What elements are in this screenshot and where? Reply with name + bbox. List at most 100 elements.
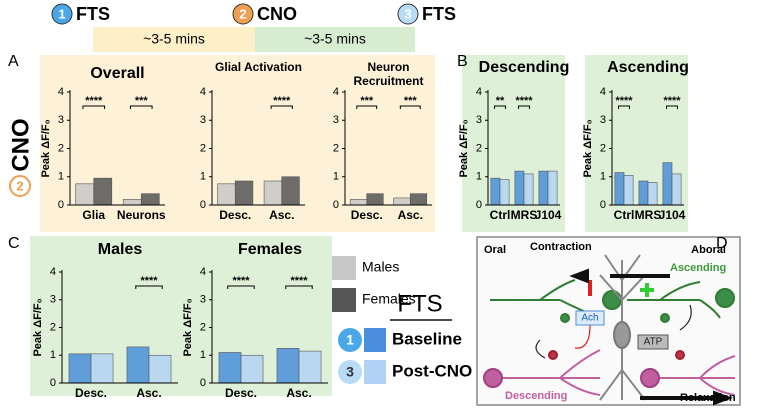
y-tick-label: 3 — [200, 294, 206, 306]
legend-number: 1 — [346, 332, 354, 348]
x-tick-label: MRS — [511, 208, 538, 222]
y-tick-label: 2 — [58, 142, 64, 154]
legend-label: Post-CNO — [392, 361, 472, 380]
legend-swatch — [364, 360, 386, 384]
bar — [75, 183, 95, 206]
legend-swatch — [332, 288, 356, 312]
significance-bracket — [399, 105, 421, 109]
significance-bracket — [270, 105, 293, 109]
significance-label: **** — [663, 95, 681, 107]
interval-box — [93, 27, 255, 52]
bar — [217, 183, 236, 206]
bar — [126, 346, 150, 384]
x-tick-label: Neurons — [117, 208, 166, 222]
y-tick-label: 3 — [50, 294, 56, 306]
y-tick-label: 2 — [200, 321, 206, 333]
significance-label: *** — [360, 95, 374, 107]
significance-label: **** — [615, 95, 633, 107]
bar — [647, 182, 658, 206]
bar — [393, 197, 411, 206]
chart-title: Descending — [478, 59, 570, 76]
chart-title: Ascending — [607, 59, 689, 76]
diagram-label: Descending — [505, 390, 567, 402]
y-tick-label: 0 — [200, 377, 206, 389]
step-label: FTS — [76, 4, 110, 24]
diagram-label: Ach — [581, 313, 598, 324]
y-tick-label: 0 — [50, 377, 56, 389]
y-tick-label: 4 — [200, 266, 206, 278]
x-tick-label: Asc. — [269, 208, 294, 222]
y-tick-label: 1 — [200, 349, 206, 361]
step-number: 1 — [58, 6, 65, 21]
diagram-label: Oral — [484, 244, 506, 256]
diagram-label: Contraction — [530, 241, 592, 253]
significance-label: **** — [85, 95, 103, 107]
y-tick-label: 0 — [476, 199, 482, 211]
bar — [614, 172, 625, 206]
significance-label: **** — [273, 95, 291, 107]
y-axis-label: Peak ΔF/F₀ — [40, 119, 52, 177]
chart-title: Glial Activation — [215, 60, 302, 74]
significance-bracket — [227, 285, 255, 289]
bar — [218, 352, 242, 384]
y-tick-label: 1 — [476, 171, 482, 183]
y-tick-label: 1 — [58, 171, 64, 183]
interval-box — [255, 27, 415, 52]
step-circle — [232, 3, 254, 25]
legend-swatch — [332, 256, 356, 280]
step-number: 2 — [239, 6, 246, 21]
significance-bracket — [129, 105, 153, 109]
legend-circle — [338, 360, 362, 384]
diagram-label: Aboral — [691, 244, 726, 256]
y-axis-label: Peak ΔF/F₀ — [32, 298, 44, 356]
x-tick-label: J104 — [659, 208, 686, 222]
chart-title: Overall — [90, 65, 145, 82]
y-tick-label: 0 — [200, 199, 206, 211]
bar — [240, 354, 264, 384]
y-tick-label: 3 — [58, 114, 64, 126]
legend-label: Females — [362, 291, 416, 307]
significance-label: *** — [404, 95, 418, 107]
bar — [140, 193, 160, 206]
bar — [234, 180, 254, 206]
interval-label: ~3-5 mins — [304, 31, 366, 47]
step-number: 3 — [404, 6, 411, 21]
step-label: FTS — [422, 4, 456, 24]
legend-circle — [338, 328, 362, 352]
x-tick-label: Desc. — [225, 386, 257, 400]
y-tick-label: 4 — [333, 86, 339, 98]
y-tick-label: 4 — [58, 86, 64, 98]
x-tick-label: Desc. — [75, 386, 107, 400]
significance-label: **** — [232, 275, 250, 287]
x-tick-label: Desc. — [219, 208, 251, 222]
y-tick-label: 0 — [600, 199, 606, 211]
y-tick-label: 2 — [50, 321, 56, 333]
y-tick-label: 2 — [200, 142, 206, 154]
panel-label: C — [8, 235, 20, 252]
bar — [409, 193, 428, 206]
x-tick-label: Asc. — [136, 386, 161, 400]
x-tick-label: Ctrl — [490, 208, 511, 222]
bar — [547, 170, 558, 206]
bar — [366, 193, 384, 206]
x-tick-label: J104 — [535, 208, 562, 222]
y-tick-label: 3 — [200, 114, 206, 126]
legend-swatch — [364, 328, 386, 352]
bar — [122, 199, 142, 206]
step-circle — [51, 3, 73, 25]
y-tick-label: 0 — [333, 199, 339, 211]
step-circle — [397, 3, 419, 25]
y-axis-label: Peak ΔF/F₀ — [458, 119, 470, 177]
bar — [349, 199, 368, 206]
y-tick-label: 0 — [58, 199, 64, 211]
interval-label: ~3-5 mins — [143, 31, 205, 47]
y-tick-label: 3 — [600, 114, 606, 126]
significance-bracket — [518, 105, 530, 109]
y-tick-label: 4 — [476, 86, 482, 98]
significance-bracket — [82, 105, 106, 109]
bar — [514, 170, 525, 206]
y-tick-label: 3 — [333, 114, 339, 126]
x-tick-label: Asc. — [398, 208, 423, 222]
